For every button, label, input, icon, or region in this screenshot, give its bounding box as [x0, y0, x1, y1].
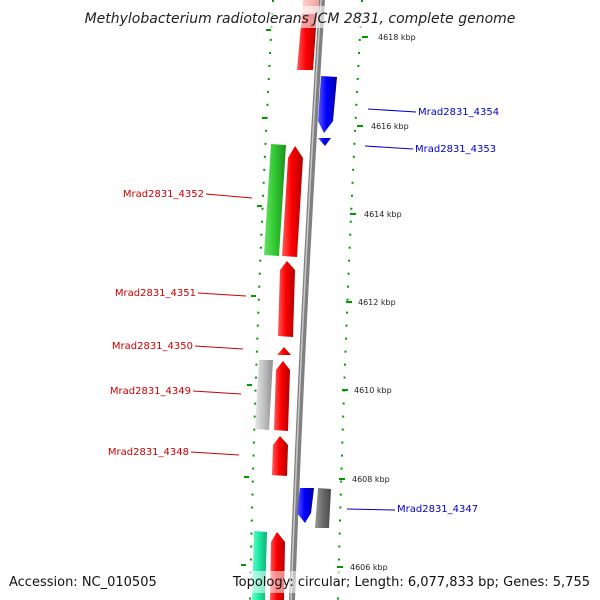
gene-feature-4347-gray[interactable]: [315, 488, 331, 528]
kbp-label-4614: 4614 kbp: [364, 210, 402, 219]
gene-label-4351[interactable]: Mrad2831_4351: [115, 288, 196, 299]
leader-4350: [194, 345, 244, 350]
gene-label-4347[interactable]: Mrad2831_4347: [397, 504, 478, 515]
gene-label-4348[interactable]: Mrad2831_4348: [108, 447, 189, 458]
gene-feature-4353[interactable]: [318, 138, 331, 146]
gene-label-4352[interactable]: Mrad2831_4352: [123, 189, 204, 200]
footer-background: [0, 571, 600, 593]
gene-feature-4352-red[interactable]: [282, 146, 303, 257]
kbp-label-4606: 4606 kbp: [350, 563, 388, 572]
kbp-labels: 4618 kbp 4616 kbp 4614 kbp 4612 kbp 4610…: [350, 33, 416, 572]
gene-feature-4354[interactable]: [318, 76, 337, 133]
accession-text: Accession: NC_010505: [9, 575, 157, 590]
leader-4347: [346, 508, 396, 511]
gene-feature-4347-blue[interactable]: [297, 488, 314, 523]
title-background: [86, 6, 516, 28]
kbp-label-4612: 4612 kbp: [358, 298, 396, 307]
kbp-label-4618: 4618 kbp: [378, 33, 416, 42]
gene-feature-4352-green[interactable]: [264, 144, 286, 256]
leader-4348: [190, 451, 240, 456]
kbp-label-4610: 4610 kbp: [354, 386, 392, 395]
gene-feature-4349-red[interactable]: [274, 361, 290, 431]
gene-feature-4349-gray[interactable]: [255, 360, 273, 430]
gene-feature-4351[interactable]: [278, 261, 295, 337]
leader-4353: [364, 145, 414, 150]
genome-backbone-highlight: [290, 0, 322, 600]
leader-4352: [205, 193, 253, 199]
topology-text: Topology: circular; Length: 6,077,833 bp…: [232, 575, 590, 590]
leader-4351: [197, 292, 247, 297]
gene-label-4354[interactable]: Mrad2831_4354: [418, 107, 499, 118]
gene-feature-4348[interactable]: [272, 436, 288, 476]
leader-4349: [192, 390, 242, 395]
gene-label-group: Mrad2831_4354 Mrad2831_4353 Mrad2831_435…: [108, 107, 499, 515]
map-title: Methylobacterium radiotolerans JCM 2831,…: [85, 11, 516, 27]
gene-label-4349[interactable]: Mrad2831_4349: [110, 386, 191, 397]
gene-label-4350[interactable]: Mrad2831_4350: [112, 341, 193, 352]
tick-ring-right: [337, 0, 363, 600]
gene-feature-4350[interactable]: [277, 347, 291, 355]
label-leaders: [190, 108, 417, 511]
kbp-label-4608: 4608 kbp: [352, 475, 390, 484]
tick-ring-left: [249, 0, 274, 600]
leader-4354: [367, 108, 417, 113]
kbp-label-4616: 4616 kbp: [371, 122, 409, 131]
genome-backbone: [289, 0, 325, 600]
gene-label-4353[interactable]: Mrad2831_4353: [415, 144, 496, 155]
major-ticks: [241, 29, 368, 568]
